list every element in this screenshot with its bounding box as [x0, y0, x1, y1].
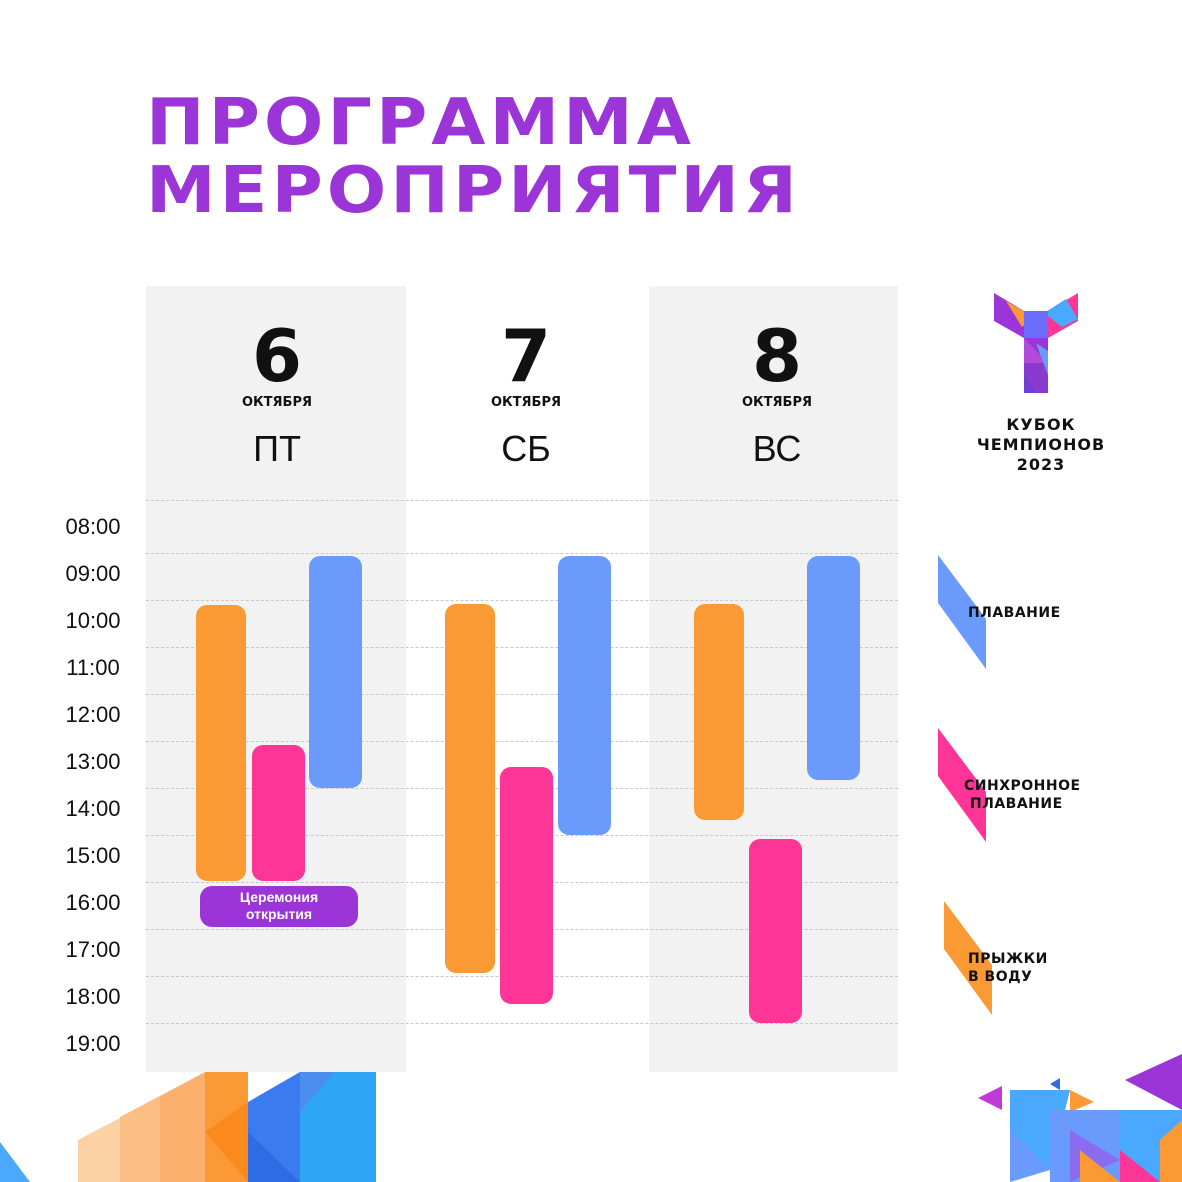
ceremony-line-1: Церемония	[239, 889, 319, 905]
gridline	[146, 600, 898, 601]
time-label: 17:00	[65, 937, 121, 962]
legend-swimming-label: ПЛАВАНИЕ	[968, 605, 1061, 621]
time-label: 15:00	[65, 843, 121, 868]
day-column-fri	[146, 286, 406, 1072]
swimming-legend-icon	[938, 555, 986, 669]
gridline	[146, 500, 898, 501]
ceremony-line-2: открытия	[245, 906, 313, 922]
day-weekday-fri: ПТ	[253, 428, 301, 469]
time-label: 11:00	[66, 655, 120, 680]
day-month-sat: ОКТЯБРЯ	[490, 395, 561, 410]
gridline	[146, 694, 898, 695]
legend-synchro-line-2: ПЛАВАНИЕ	[970, 796, 1063, 812]
diving-legend-icon	[944, 901, 992, 1015]
day-weekday-sat: СБ	[501, 428, 551, 469]
decorative-shapes-bottom-left	[0, 1072, 376, 1182]
time-label: 09:00	[65, 561, 121, 586]
synchro-bar-sat	[500, 767, 553, 1004]
day-month-fri: ОКТЯБРЯ	[241, 395, 312, 410]
diving-bar-sun	[694, 604, 744, 820]
gridline	[146, 553, 898, 554]
time-label: 13:00	[65, 749, 121, 774]
day-number-sat: 7	[500, 314, 552, 398]
diving-bar-sat	[445, 604, 495, 973]
legend-diving-label: ПРЫЖКИ В ВОДУ	[968, 950, 1048, 986]
time-label: 18:00	[65, 984, 121, 1009]
legend-diving-line-2: В ВОДУ	[968, 969, 1033, 985]
page-title: ПРОГРАММА МЕРОПРИЯТИЯ	[146, 88, 801, 224]
title-line-1: ПРОГРАММА	[146, 84, 695, 160]
title-line-2: МЕРОПРИЯТИЯ	[146, 152, 801, 228]
diving-bar-fri	[196, 605, 246, 881]
synchro-bar-sun	[749, 839, 802, 1023]
time-label: 12:00	[65, 702, 121, 727]
swimming-bar-sun	[807, 556, 860, 780]
time-label: 10:00	[65, 608, 121, 633]
cup-logo-icon	[994, 293, 1078, 393]
synchro-bar-fri	[252, 745, 305, 881]
legend-synchro-line-1: СИНХРОННОЕ	[964, 778, 1081, 794]
swimming-bar-sat	[558, 556, 611, 835]
legend-synchro-label: СИНХРОННОЕ ПЛАВАНИЕ	[964, 777, 1081, 813]
time-label: 16:00	[65, 890, 121, 915]
cup-logo-text: КУБОК ЧЕМПИОНОВ 2023	[948, 415, 1134, 475]
gridline	[146, 1023, 898, 1024]
decorative-shapes-bottom-right	[978, 1054, 1182, 1182]
logo-line-3: 2023	[1016, 455, 1066, 474]
time-label: 19:00	[65, 1031, 121, 1056]
opening-ceremony-badge: Церемония открытия	[200, 886, 358, 927]
legend-diving-line-1: ПРЫЖКИ	[968, 951, 1048, 967]
day-month-sun: ОКТЯБРЯ	[741, 395, 812, 410]
day-number-fri: 6	[251, 314, 303, 398]
time-label: 14:00	[65, 796, 121, 821]
time-label: 08:00	[65, 514, 121, 539]
day-weekday-sun: ВС	[752, 428, 802, 469]
synchro-legend-icon	[938, 728, 986, 842]
gridline	[146, 647, 898, 648]
gridline	[146, 741, 898, 742]
day-number-sun: 8	[751, 314, 803, 398]
logo-line-1: КУБОК	[1006, 415, 1076, 434]
logo-line-2: ЧЕМПИОНОВ	[976, 435, 1106, 454]
swimming-bar-fri	[309, 556, 362, 788]
